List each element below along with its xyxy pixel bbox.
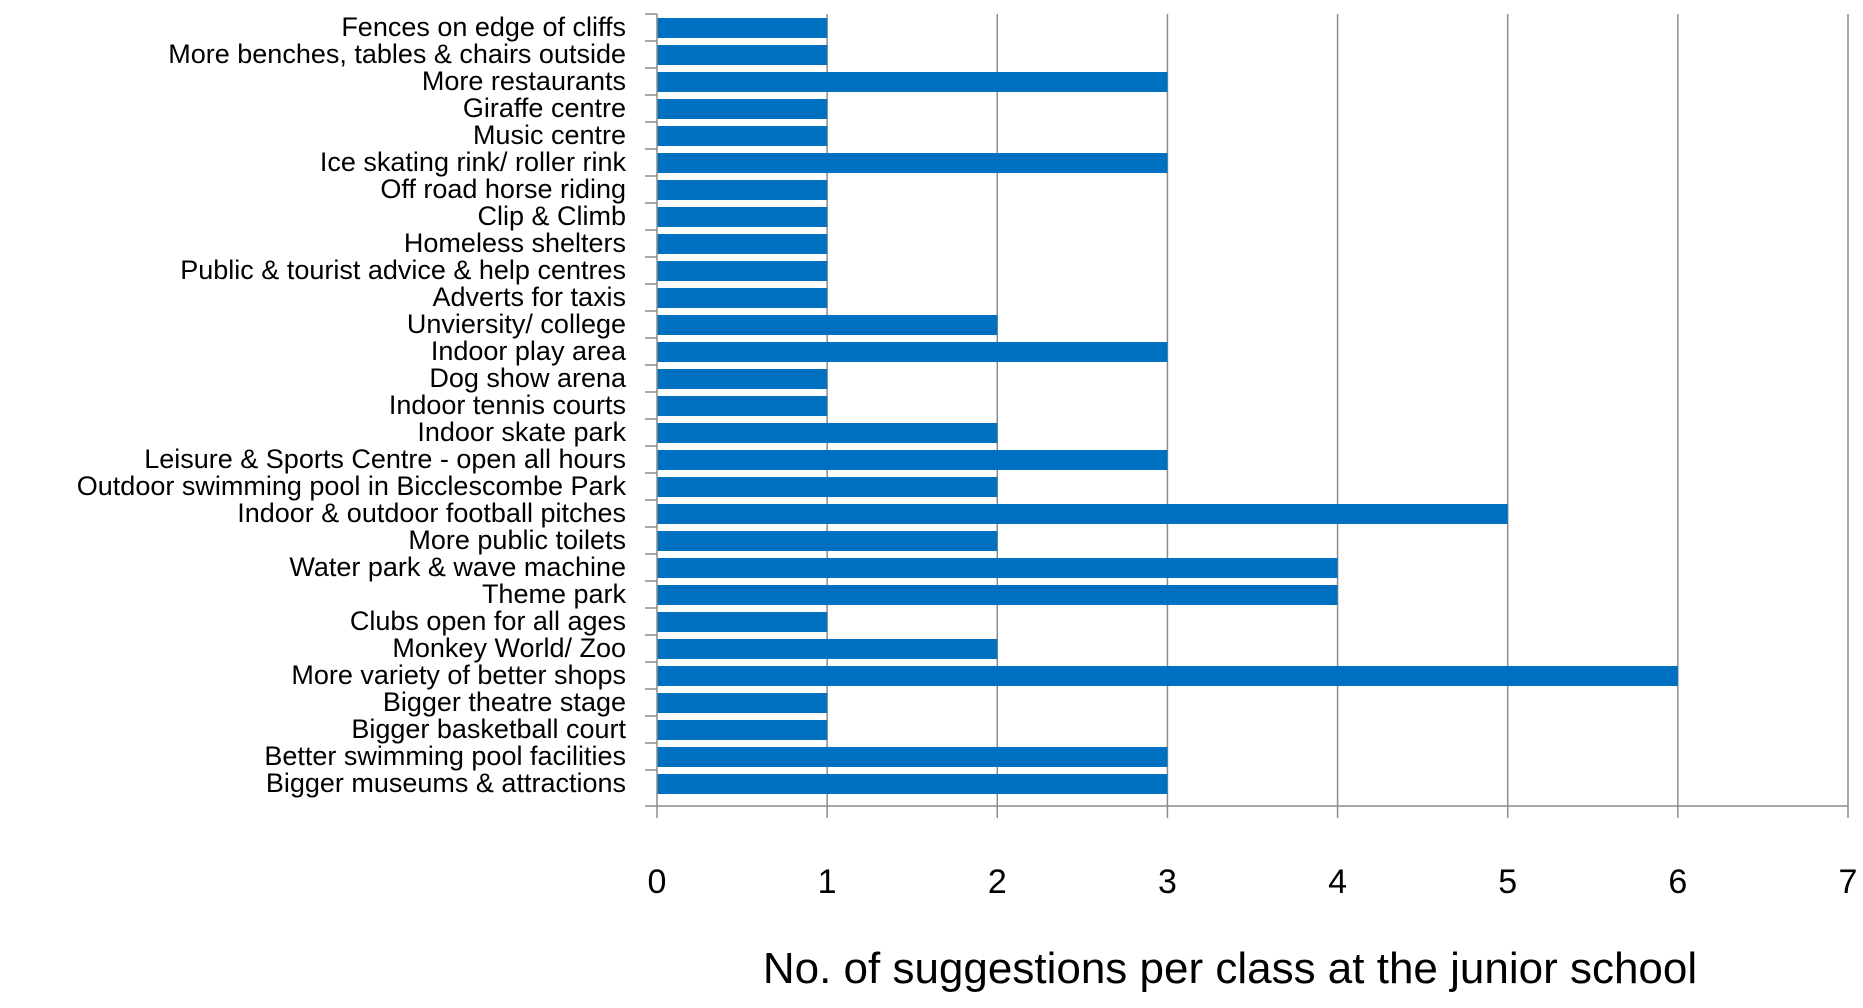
category-label: Adverts for taxis [432, 282, 626, 312]
bar [657, 207, 828, 227]
category-label: Indoor skate park [417, 417, 626, 447]
category-label: Bigger basketball court [351, 714, 626, 744]
category-label: Theme park [482, 579, 627, 609]
category-label: Indoor play area [431, 336, 627, 366]
bar [657, 585, 1338, 605]
category-label: Better swimming pool facilities [264, 741, 626, 771]
category-label: Indoor & outdoor football pitches [237, 498, 626, 528]
bar [657, 720, 828, 740]
bar [657, 774, 1168, 794]
x-tick-label: 6 [1668, 863, 1687, 901]
x-tick-label: 4 [1328, 863, 1347, 901]
category-label: Indoor tennis courts [389, 390, 626, 420]
bar [657, 477, 998, 497]
category-label: Leisure & Sports Centre - open all hours [144, 444, 626, 474]
x-tick-label: 3 [1158, 863, 1177, 901]
bar [657, 450, 1168, 470]
bar [657, 45, 828, 65]
x-tick-labels: 0 1 2 3 4 5 6 7 [648, 863, 1858, 901]
bar [657, 369, 828, 389]
category-label: Unviersity/ college [407, 309, 626, 339]
category-label: Homeless shelters [404, 228, 626, 258]
category-label: Clip & Climb [477, 201, 626, 231]
bar [657, 531, 998, 551]
category-label: More restaurants [422, 66, 626, 96]
bar [657, 261, 828, 281]
bar [657, 396, 828, 416]
bar [657, 180, 828, 200]
bar [657, 153, 1168, 173]
category-label: Bigger theatre stage [383, 687, 626, 717]
bar [657, 126, 828, 146]
category-label: Water park & wave machine [289, 552, 626, 582]
x-tick-label: 0 [648, 863, 667, 901]
category-label: Ice skating rink/ roller rink [320, 147, 627, 177]
category-label: Fences on edge of cliffs [341, 12, 626, 42]
bar [657, 342, 1168, 362]
axes [645, 13, 1849, 818]
bars [657, 18, 1678, 794]
category-label: Monkey World/ Zoo [392, 633, 626, 663]
x-tick-label: 7 [1839, 863, 1858, 901]
category-label: Clubs open for all ages [350, 606, 626, 636]
bar [657, 288, 828, 308]
category-label: More variety of better shops [291, 660, 626, 690]
x-axis-title: No. of suggestions per class at the juni… [763, 944, 1697, 993]
category-label: Outdoor swimming pool in Bicclescombe Pa… [77, 471, 627, 501]
bar [657, 423, 998, 443]
category-label: Music centre [473, 120, 626, 150]
bar [657, 315, 998, 335]
category-label: More public toilets [408, 525, 626, 555]
bar [657, 612, 828, 632]
bar [657, 504, 1508, 524]
bar [657, 666, 1678, 686]
bar [657, 639, 998, 659]
category-label: Off road horse riding [380, 174, 626, 204]
bar [657, 72, 1168, 92]
category-label: Dog show arena [429, 363, 627, 393]
bar [657, 747, 1168, 767]
x-tick-label: 1 [818, 863, 837, 901]
bar [657, 99, 828, 119]
category-label: Public & tourist advice & help centres [180, 255, 626, 285]
category-label: Giraffe centre [463, 93, 626, 123]
x-tick-label: 2 [988, 863, 1007, 901]
bar [657, 18, 828, 38]
category-label: Bigger museums & attractions [266, 768, 626, 798]
gridlines [826, 14, 1849, 806]
bar [657, 558, 1338, 578]
x-tick-label: 5 [1498, 863, 1517, 901]
bar [657, 693, 828, 713]
category-label: More benches, tables & chairs outside [168, 39, 626, 69]
bar [657, 234, 828, 254]
